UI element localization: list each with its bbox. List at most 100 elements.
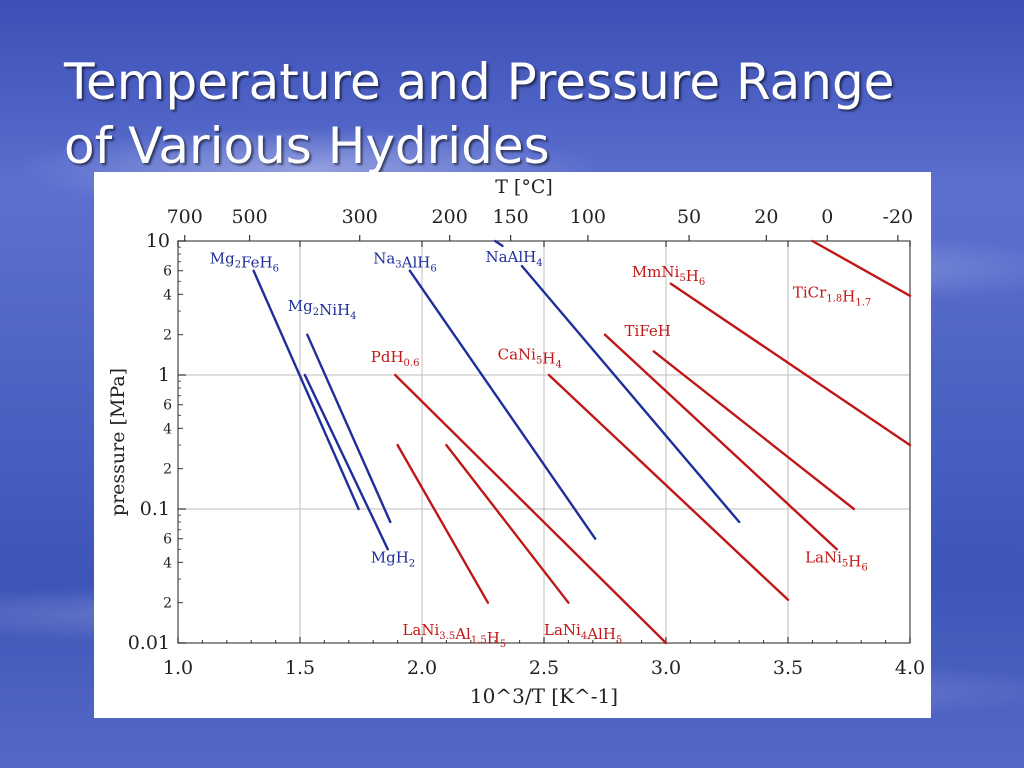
- series-label-text: LaNi: [544, 621, 581, 639]
- y-minor-tick-label: 4: [163, 555, 172, 571]
- series-label-subscript: 4: [555, 360, 561, 371]
- series-label-text: MmNi: [632, 263, 680, 281]
- top-tick-label: 300: [342, 206, 378, 228]
- x-axis-label: 10^3/T [K^-1]: [470, 684, 618, 708]
- series-line-mgh2: [303, 373, 389, 551]
- series-label-text: TiCr: [793, 283, 827, 301]
- series-label-text: AlH: [586, 625, 616, 643]
- y-tick-label: 10: [146, 230, 170, 252]
- series-label-subscript: 1.7: [855, 297, 871, 308]
- top-tick-label: 100: [570, 206, 606, 228]
- hydride-pressure-chart: 1.0 1.5 2.0 2.5 3.0 3.5 4.0 10 1 0.1 0.01 6 4 2 6 4 2 6 4 2…: [107, 176, 925, 708]
- series-line-cani5h4: [547, 373, 790, 601]
- series-label-subscript: 6: [273, 263, 279, 274]
- slide-title: Temperature and Pressure Range of Variou…: [64, 50, 964, 178]
- series-label-subscript: 5: [536, 356, 542, 367]
- top-tick-label: 200: [432, 206, 468, 228]
- series-label-subscript: 6: [430, 263, 436, 274]
- series-label-subscript: 5: [679, 273, 685, 284]
- series-label: PdH0.6: [371, 348, 420, 369]
- series-label-text: AlH: [401, 253, 431, 271]
- series-label-text: LaNi: [805, 548, 842, 566]
- x-tick-label: 3.5: [773, 657, 803, 679]
- series-label-text: Mg: [288, 297, 313, 315]
- y-minor-tick-label: 4: [163, 287, 172, 303]
- series-label-subscript: 2: [313, 307, 319, 318]
- series-line-mmni5h6: [669, 282, 912, 447]
- series-line-mg2nih4: [306, 333, 392, 524]
- y-minor-tick-label: 2: [163, 596, 172, 612]
- series-label: LaNi3.5Al1.5H5: [402, 621, 506, 650]
- y-tick-label: 1: [158, 364, 170, 386]
- chart-panel: 1.0 1.5 2.0 2.5 3.0 3.5 4.0 10 1 0.1 0.01 6 4 2 6 4 2 6 4 2…: [94, 172, 931, 718]
- series-label-subscript: 0.6: [404, 358, 420, 369]
- top-tick-label: 20: [754, 206, 778, 228]
- series-line-lani5h6: [652, 350, 856, 511]
- y-tick-label: 0.01: [128, 632, 170, 654]
- series-label-subscript: 5: [616, 635, 622, 646]
- series-label-subscript: 6: [861, 562, 867, 573]
- top-tick-label: 0: [821, 206, 833, 228]
- series-label-subscript: 4: [581, 631, 587, 642]
- series-label-subscript: 3.5: [439, 631, 455, 642]
- x-tick-label: 1.0: [163, 657, 193, 679]
- top-tick-label: 50: [677, 206, 701, 228]
- series-label-text: PdH: [371, 348, 404, 366]
- series-line-mg2feh6: [252, 269, 360, 511]
- series-label-text: TiFeH: [625, 322, 671, 340]
- top-tick-label: 500: [231, 206, 267, 228]
- y-minor-tick-label: 6: [163, 264, 172, 280]
- series-label-text: Na: [373, 249, 395, 267]
- series-line-ticr1-8h1-7: [811, 239, 912, 298]
- series-line-naalh4: [494, 239, 504, 248]
- series-label-text: NaAlH: [485, 248, 536, 266]
- series-label-subscript: 2: [235, 259, 241, 270]
- series-label: TiCr1.8H1.7: [793, 283, 871, 308]
- series-line-na3alh6: [408, 269, 597, 540]
- series-label-text: LaNi: [402, 621, 439, 639]
- series-label: NaAlH4: [485, 248, 542, 269]
- x-tick-label: 1.5: [285, 657, 315, 679]
- series-label-subscript: 3: [395, 259, 401, 270]
- series-label-text: NiH: [319, 301, 350, 319]
- series-line-lani4alh5: [445, 443, 570, 604]
- y-axis-label: pressure [MPa]: [107, 368, 129, 516]
- series-label: Mg2FeH6: [210, 249, 279, 274]
- series-label-text: H: [686, 267, 699, 285]
- y-minor-tick-label: 6: [163, 532, 172, 548]
- series-label-text: H: [842, 287, 855, 305]
- top-tick-label: 150: [492, 206, 528, 228]
- x-tick-label: 2.0: [407, 657, 437, 679]
- series-label-subscript: 4: [350, 311, 356, 322]
- y-minor-tick-label: 2: [163, 462, 172, 478]
- y-minor-tick-label: 6: [163, 398, 172, 414]
- top-axis-label: T [°C]: [495, 176, 553, 198]
- x-tick-label: 3.0: [651, 657, 681, 679]
- series-label-text: H: [848, 552, 861, 570]
- series-line-lani3-5al1-5h5: [396, 443, 490, 604]
- top-tick-label: 700: [167, 206, 203, 228]
- series-label-subscript: 6: [699, 277, 705, 288]
- series-label: MmNi5H6: [632, 263, 705, 288]
- slide-title-line-1: Temperature and Pressure Range: [64, 53, 895, 111]
- series-label-subscript: 5: [842, 558, 848, 569]
- series-label-text: H: [542, 350, 555, 368]
- series-label: MgH2: [371, 548, 415, 569]
- series-label-subscript: 4: [536, 258, 542, 269]
- series-line-tifeh: [603, 333, 838, 551]
- series-label: Na3AlH6: [373, 249, 437, 274]
- top-tick-label: -20: [883, 206, 914, 228]
- series-label-text: FeH: [241, 253, 273, 271]
- series-label: TiFeH: [625, 322, 671, 340]
- series-label: CaNi5H4: [498, 346, 562, 371]
- y-minor-tick-label: 2: [163, 328, 172, 344]
- series-label-text: H: [487, 629, 500, 647]
- series-label-subscript: 5: [500, 639, 506, 650]
- series-label-subscript: 2: [409, 558, 415, 569]
- series-line-naalh4-b: [520, 264, 741, 524]
- slide-title-line-2: of Various Hydrides: [64, 117, 550, 175]
- series-line-pdh0-6: [394, 373, 668, 645]
- series-label-text: CaNi: [498, 346, 537, 364]
- x-tick-label: 2.5: [529, 657, 559, 679]
- series-label-subscript: 1.8: [826, 293, 842, 304]
